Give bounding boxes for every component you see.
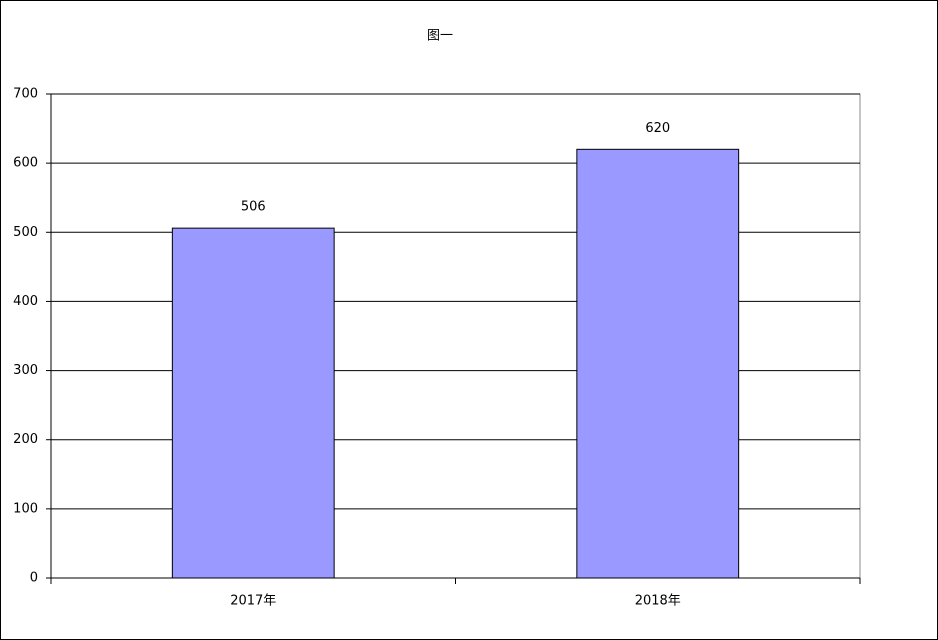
y-tick-label: 600 [13,156,38,171]
y-tick-label: 400 [13,294,38,309]
y-tick-label: 100 [13,501,38,516]
y-tick-label: 300 [13,363,38,378]
y-tick-label: 0 [30,571,38,586]
x-tick-label: 2017年 [230,594,276,609]
y-tick-label: 500 [13,225,38,240]
x-tick-label: 2018年 [635,594,681,609]
y-tick-label: 700 [13,87,38,102]
bar [171,227,335,579]
data-label: 620 [645,121,670,136]
chart-title: 图一 [427,29,453,44]
bar [576,148,740,579]
data-label: 506 [241,200,266,215]
y-tick-label: 200 [13,432,38,447]
